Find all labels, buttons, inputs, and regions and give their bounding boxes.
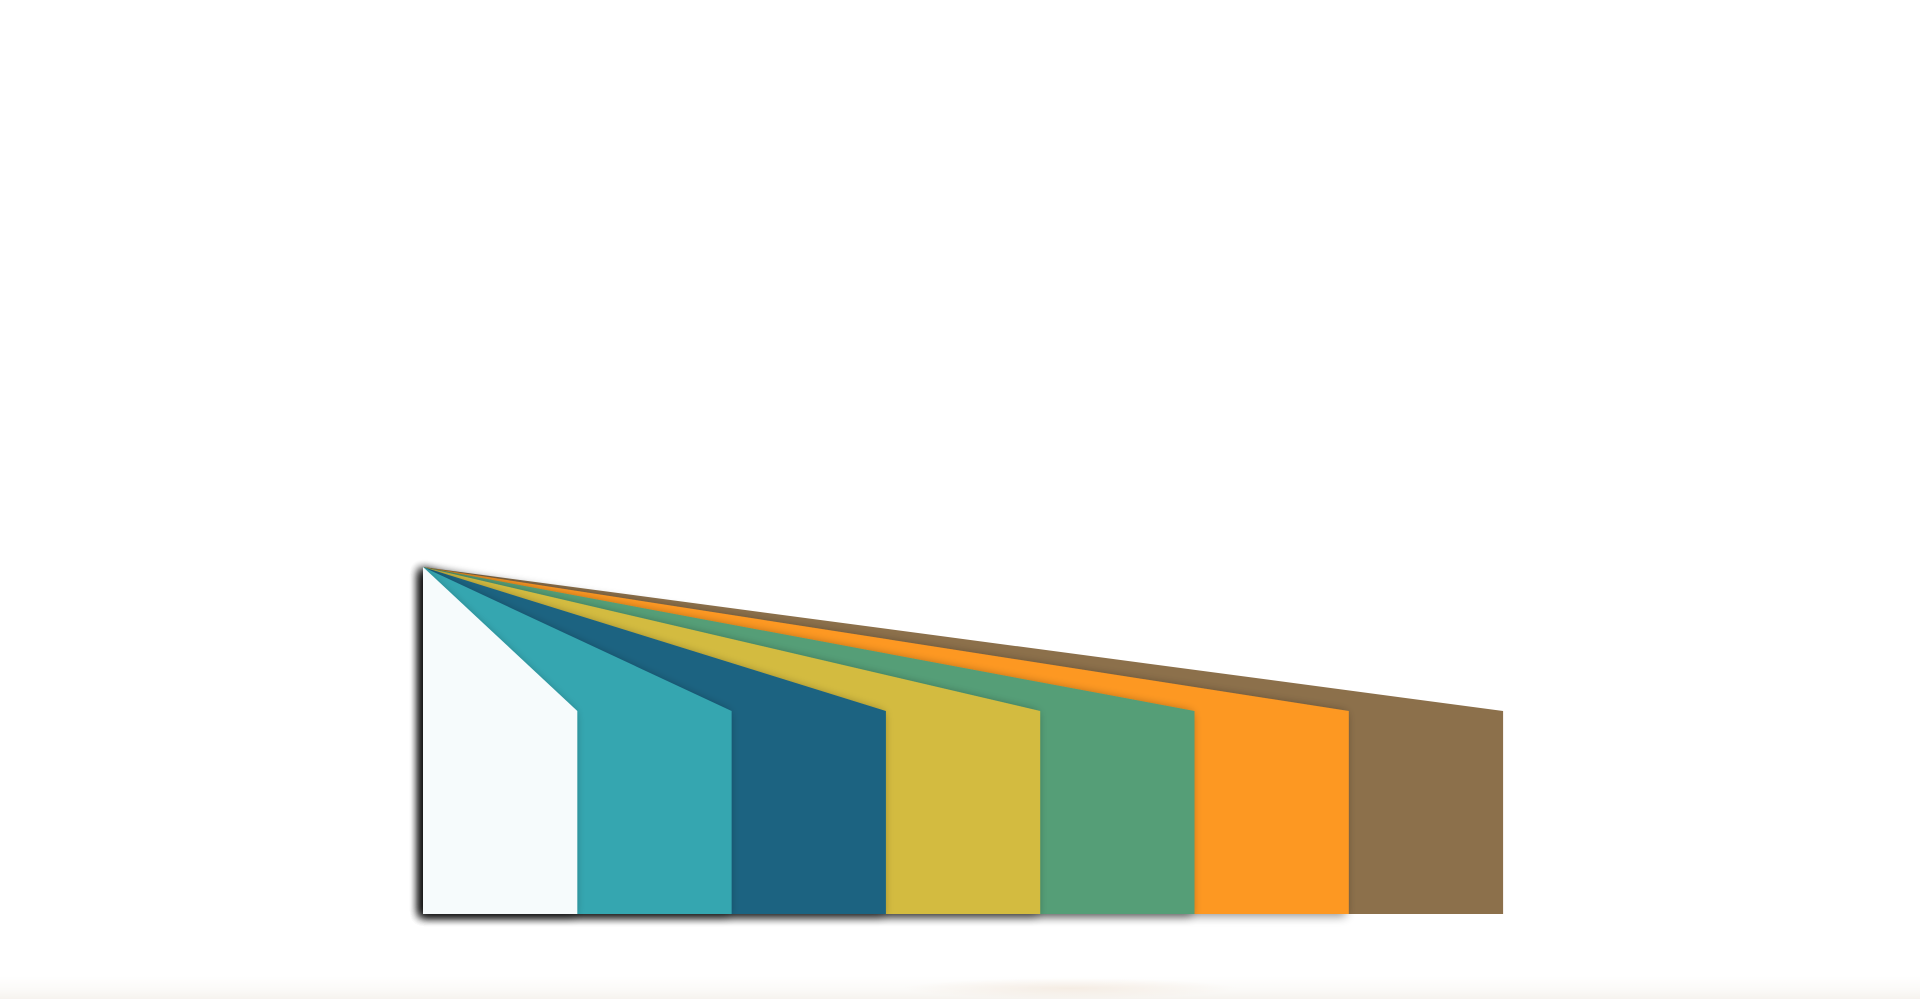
panels-group xyxy=(423,567,1504,914)
fan-panel-1 xyxy=(423,567,578,914)
bottom-glow xyxy=(900,978,1240,999)
